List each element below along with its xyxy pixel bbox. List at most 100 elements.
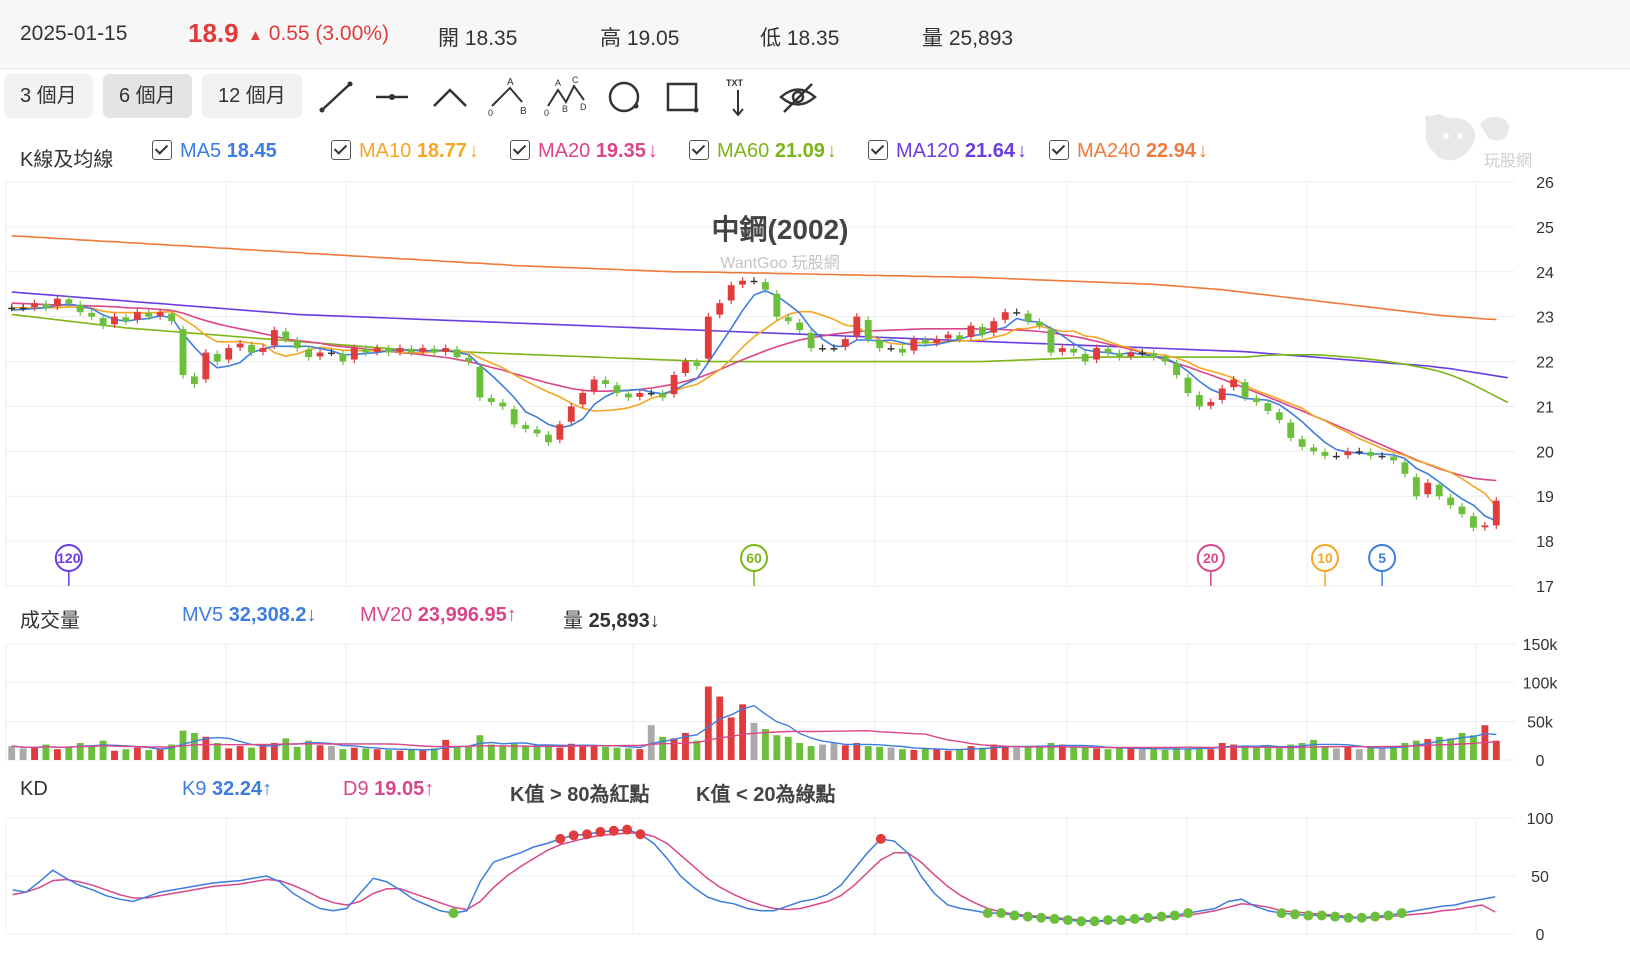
rectangle-tool-icon[interactable] (660, 76, 704, 118)
marker-badge (1310, 544, 1339, 572)
kd-low-dot (1303, 910, 1314, 921)
ma5-checkbox[interactable] (152, 140, 172, 160)
candle-body (362, 348, 370, 353)
candle-body (876, 340, 884, 349)
line-tool-icon[interactable] (314, 76, 358, 118)
volume-bar (1195, 746, 1203, 760)
ma10-down-arrow-icon: ↓ (468, 140, 479, 162)
up-triangle-icon: ▲ (248, 27, 263, 44)
volume-bar (1104, 749, 1112, 760)
svg-text:D: D (580, 102, 587, 112)
ma10-checkbox[interactable] (331, 140, 351, 160)
ma240-checkbox[interactable] (1049, 140, 1069, 160)
low-stat: 低 18.35 (760, 22, 839, 52)
ma120-checkbox[interactable] (868, 140, 888, 160)
mv20-line (11, 729, 1497, 749)
volume-bar (191, 732, 198, 760)
candle-body (179, 329, 187, 376)
hide-eye-icon[interactable] (776, 76, 820, 118)
kd-low-dot (1062, 915, 1073, 926)
candles (8, 277, 1500, 532)
price-tick-label: 24 (1536, 265, 1554, 282)
ma60-toggle[interactable]: MA60 21.09 ↓ (689, 140, 837, 176)
candle-body (1070, 348, 1078, 353)
volume-bar (145, 749, 153, 760)
ma10-toggle[interactable]: MA10 18.77 ↓ (331, 140, 479, 176)
ma240-toggle[interactable]: MA240 22.94 ↓ (1049, 140, 1208, 176)
chart-toolbar: 3 個月 6 個月 12 個月 0 A B 0 A B C D TXT (0, 74, 1630, 122)
ma120-value: 21.64 (964, 140, 1015, 162)
kd-tick-label: 50 (1531, 869, 1549, 886)
svg-text:0: 0 (544, 108, 549, 118)
volume-bar (533, 745, 541, 760)
kd-note-low: K值 < 20為綠點 (696, 784, 836, 806)
candle-body (1104, 348, 1112, 353)
candle-body (19, 307, 27, 310)
candle-body (1241, 382, 1249, 398)
volume-bar (761, 729, 769, 760)
price-tick-label: 19 (1536, 489, 1554, 506)
ma5-toggle[interactable]: MA5 18.45 (152, 140, 277, 176)
abcd-pattern-icon[interactable]: 0 A B C D (544, 76, 588, 118)
horizontal-line-icon[interactable] (370, 76, 414, 118)
chart-watermark: WantGoo 玩股網 (720, 254, 839, 272)
candle-body (1036, 321, 1043, 326)
ma20-checkbox[interactable] (510, 140, 530, 160)
volume-bar (156, 748, 164, 760)
kd-low-dot (448, 908, 459, 919)
candle-body (978, 326, 986, 335)
ma60-name: MA60 (717, 140, 770, 162)
volume-bar (1138, 749, 1146, 760)
kd-low-dot (1383, 910, 1394, 921)
candle-body (168, 313, 176, 322)
candle-body (407, 348, 415, 353)
volume-bar (796, 742, 804, 760)
volume-bar (328, 746, 335, 760)
ma5-value: 18.45 (226, 140, 277, 162)
abc-pattern-icon[interactable]: 0 A B (486, 76, 530, 118)
candle-body (659, 393, 667, 398)
volume-bar (111, 750, 118, 760)
candle-body (807, 332, 815, 349)
kd-high-dot (568, 830, 579, 841)
kd-low-dot (1076, 916, 1087, 927)
kd-low-dot (1169, 910, 1180, 921)
volume-bar (453, 746, 461, 760)
ma20-toggle[interactable]: MA20 19.35 ↓ (510, 140, 658, 176)
volume-bar (476, 735, 484, 760)
vol-arrow-icon: ↓ (649, 610, 660, 632)
volume-bar (510, 742, 518, 760)
price-axis: 26 25 24 23 22 21 20 19 18 17 (6, 175, 1554, 596)
candle-section-label: K線及均線 (20, 149, 114, 171)
candle-body (853, 316, 861, 336)
period-6m-button[interactable]: 6 個月 (103, 74, 192, 118)
volume-bar (590, 746, 598, 760)
ma120-toggle[interactable]: MA120 21.64 ↓ (868, 140, 1027, 176)
marker-label: 20 (1203, 550, 1219, 566)
volume-bar (910, 749, 918, 760)
ma60-checkbox[interactable] (689, 140, 709, 160)
angle-tool-icon[interactable] (428, 76, 472, 118)
volume-bar (602, 746, 609, 760)
candle-body (693, 362, 701, 367)
volume-bar (704, 686, 712, 760)
candle-body (225, 348, 233, 360)
text-arrow-icon[interactable]: TXT (716, 76, 760, 118)
volume-bar (419, 749, 427, 760)
candle-body (305, 349, 313, 358)
kd-low-dot (1143, 912, 1154, 923)
volume-bar (350, 747, 358, 760)
kd-high-dot (595, 826, 606, 837)
quote-header: 2025-01-15 18.9 ▲ 0.55 (3.00%) 開 18.35 高… (0, 0, 1630, 69)
volume-bar (1275, 748, 1283, 760)
period-3m-button[interactable]: 3 個月 (4, 74, 93, 118)
price-tick-label: 20 (1536, 444, 1554, 461)
volume-bar (1264, 746, 1272, 760)
period-12m-button[interactable]: 12 個月 (202, 74, 302, 118)
candle-body (419, 348, 427, 352)
k-line (12, 828, 1496, 922)
ma240-line (11, 235, 1497, 321)
volume-bar (750, 722, 758, 760)
circle-tool-icon[interactable] (602, 76, 646, 118)
volume-bar (613, 747, 621, 760)
